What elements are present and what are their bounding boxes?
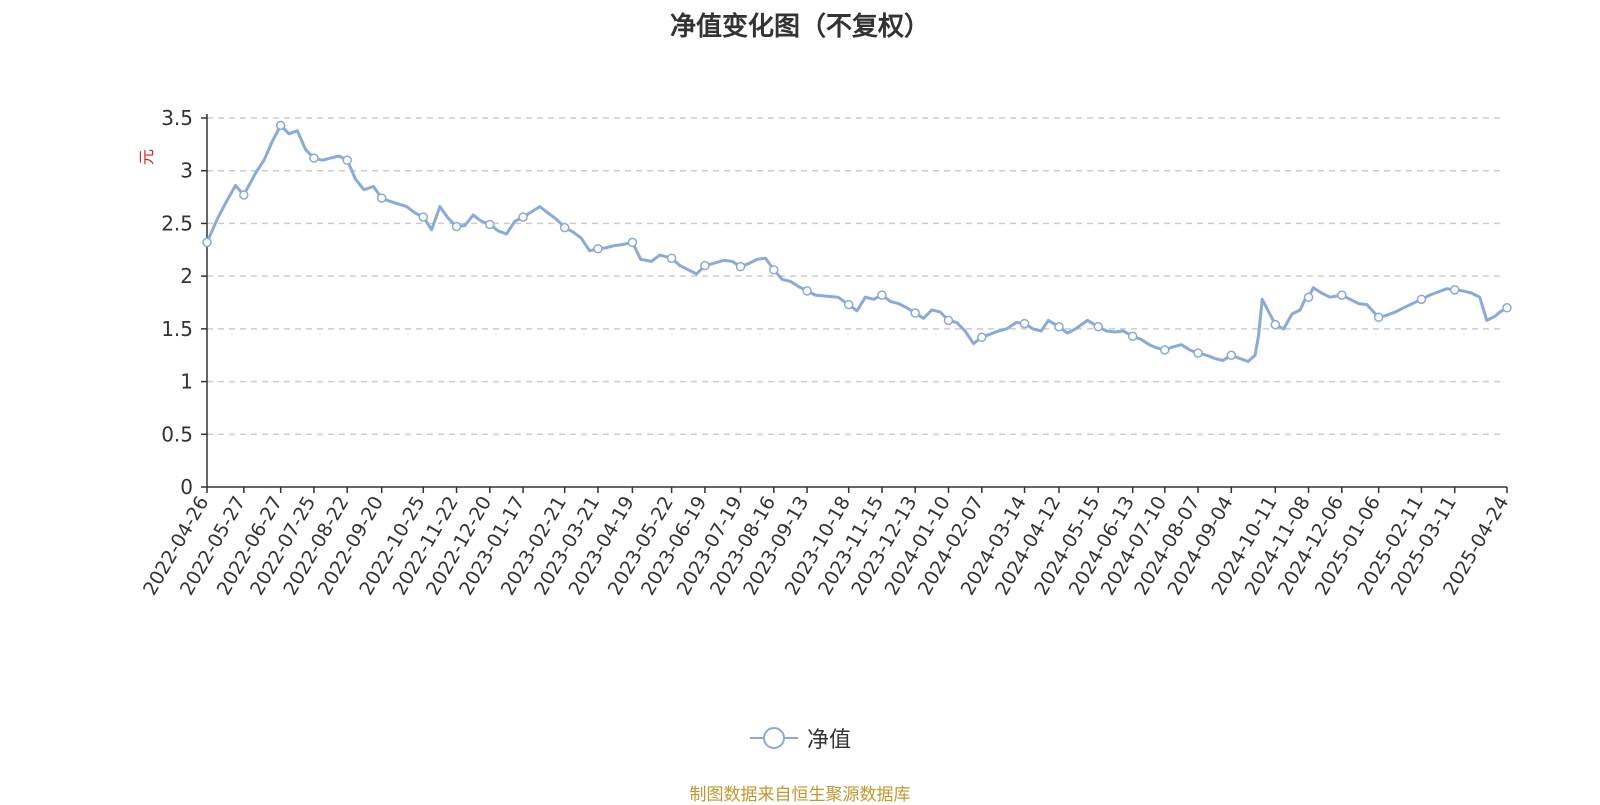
data-point-marker xyxy=(1127,331,1138,341)
data-point-marker xyxy=(1303,292,1314,302)
data-point-marker xyxy=(1449,285,1460,295)
data-point-marker xyxy=(1054,321,1064,332)
data-point-marker xyxy=(802,286,812,296)
legend[interactable]: 净值 xyxy=(0,722,1600,756)
data-point-marker xyxy=(769,265,779,275)
data-point-marker xyxy=(1160,345,1170,355)
y-tick-label: 2.5 xyxy=(161,211,193,235)
y-tick-label: 3 xyxy=(180,159,193,183)
data-point-marker xyxy=(342,155,352,165)
data-point-marker xyxy=(275,120,286,131)
y-tick-label: 3.5 xyxy=(161,106,193,130)
y-tick-label: 0 xyxy=(180,475,193,499)
legend-line-circle-icon xyxy=(749,727,798,749)
grid-lines xyxy=(207,117,1500,436)
data-point-marker xyxy=(239,190,249,200)
data-point-marker xyxy=(376,193,387,203)
y-tick-label: 1.5 xyxy=(161,317,193,341)
data-point-marker xyxy=(666,253,677,263)
data-point-marker xyxy=(943,315,954,326)
data-point-marker xyxy=(843,299,854,310)
data-point-marker xyxy=(735,261,746,272)
data-point-marker xyxy=(627,237,638,248)
chart-title: 净值变化图（不复权） xyxy=(669,12,930,42)
series-markers xyxy=(202,120,1512,360)
data-point-marker xyxy=(1093,321,1103,332)
x-tick-labels: 2022-04-262022-05-272022-06-272022-07-25… xyxy=(139,492,1513,599)
y-tick-label: 1 xyxy=(180,370,193,394)
data-point-marker xyxy=(1019,318,1030,329)
data-point-marker xyxy=(877,290,887,300)
data-point-marker xyxy=(1193,348,1203,358)
data-point-marker xyxy=(451,221,462,232)
data-point-marker xyxy=(910,308,920,318)
data-point-marker xyxy=(418,212,429,222)
series-line-jingzhi xyxy=(205,123,1508,363)
data-point-marker xyxy=(309,153,319,163)
data-point-marker xyxy=(1337,290,1347,300)
y-tick-labels: 0 0.5 1 1.5 2 2.5 3 3.5 xyxy=(161,106,193,499)
axes xyxy=(201,114,1508,493)
line-chart: 元 0 0.5 1 1.5 2 2.5 3 3.5 2022-04-262022-05-272… xyxy=(137,106,1513,599)
y-tick-label: 0.5 xyxy=(161,422,193,446)
data-point-marker xyxy=(559,222,570,233)
data-point-marker xyxy=(593,243,603,254)
data-point-marker xyxy=(1226,350,1237,360)
data-point-marker xyxy=(1270,319,1281,330)
data-point-marker xyxy=(202,237,212,248)
y-tick-label: 2 xyxy=(180,264,193,288)
data-point-marker xyxy=(977,332,987,343)
data-point-marker xyxy=(1416,294,1427,305)
data-point-marker xyxy=(1502,303,1512,313)
data-point-marker xyxy=(518,212,528,222)
data-point-marker xyxy=(485,219,495,230)
legend-label: 净值 xyxy=(806,728,851,753)
source-note: 制图数据来自恒生聚源数据库 xyxy=(689,785,911,805)
data-point-marker xyxy=(700,260,710,271)
y-axis-unit: 元 xyxy=(137,149,156,165)
data-point-marker xyxy=(1373,312,1384,323)
